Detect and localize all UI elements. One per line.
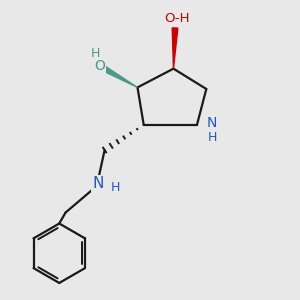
Text: N: N [207, 116, 217, 130]
Polygon shape [172, 28, 178, 69]
Text: H: H [207, 131, 217, 144]
Text: O-H: O-H [164, 12, 189, 25]
Polygon shape [100, 64, 137, 87]
Text: O: O [94, 58, 105, 73]
Text: N: N [93, 176, 104, 191]
Text: H: H [111, 181, 120, 194]
Text: H: H [91, 47, 101, 61]
